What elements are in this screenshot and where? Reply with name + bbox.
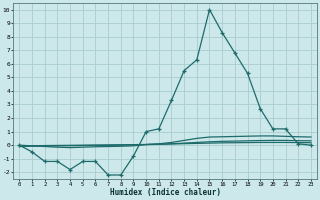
X-axis label: Humidex (Indice chaleur): Humidex (Indice chaleur) xyxy=(110,188,220,197)
